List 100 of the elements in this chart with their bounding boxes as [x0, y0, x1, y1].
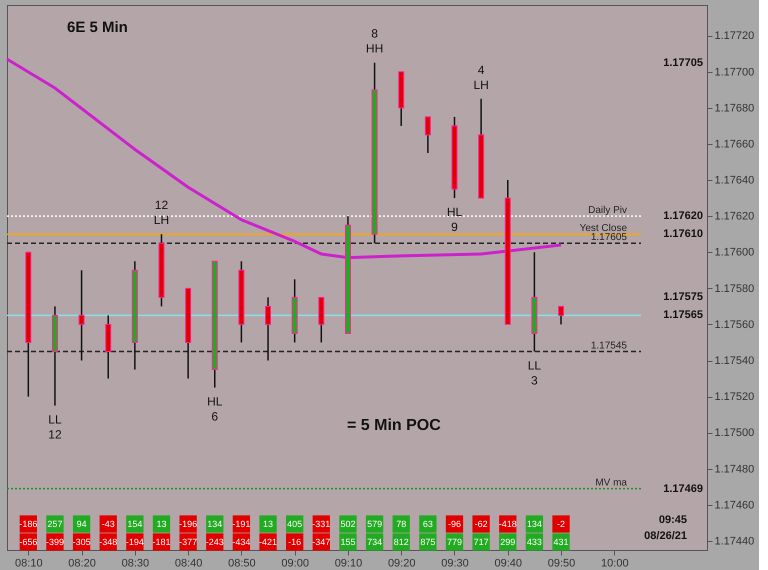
x-tick-label: 10:00: [601, 558, 629, 570]
y-tick-label: 1.17720: [714, 30, 754, 42]
annotation: 3: [531, 373, 538, 388]
annotation: 12: [48, 428, 62, 442]
annotation: -347: [312, 537, 330, 547]
annotation: 405: [287, 519, 302, 529]
annotation: -186: [19, 519, 38, 529]
x-tick-label: 09:10: [334, 558, 362, 570]
y-tick-label: 1.17460: [714, 499, 754, 512]
annotation: 875: [420, 537, 436, 547]
annotation: 12: [154, 198, 168, 212]
annotation: 734: [367, 537, 382, 547]
annotation: -181: [152, 537, 170, 547]
annotation: -348: [99, 537, 118, 547]
annotation: 812: [394, 537, 409, 547]
line-series: [6, 58, 563, 260]
annotation: 94: [76, 519, 87, 529]
annotation: 1.17610: [663, 228, 703, 240]
annotation: 09:45: [658, 514, 687, 526]
annotation: 9: [451, 220, 458, 234]
y-tick-label: 1.17500: [714, 427, 754, 440]
annotation: 1.17565: [663, 309, 703, 321]
annotation: -191: [232, 519, 250, 529]
annotation: -418: [498, 519, 517, 529]
annotation: -243: [206, 537, 224, 547]
y-tick-label: 1.17660: [714, 138, 754, 150]
annotation: LL: [48, 412, 62, 427]
annotation: 4: [478, 62, 485, 77]
candlestick: [78, 270, 85, 362]
annotation: -96: [448, 519, 461, 529]
annotation: 1.17469: [663, 483, 703, 495]
annotation: HL: [446, 205, 462, 220]
ref-line-label: MV ma: [595, 478, 628, 489]
x-tick-label: 09:20: [388, 558, 416, 570]
x-tick-label: 09:50: [548, 558, 576, 570]
x-tick-label: 09:30: [441, 558, 469, 570]
annotation: = 5 Min POC: [347, 417, 442, 434]
annotation: -62: [474, 519, 488, 529]
y-tick-label: 1.17620: [714, 210, 754, 223]
y-tick-label: 1.17680: [714, 102, 754, 114]
ref-line-label: 1.17545: [590, 340, 628, 352]
x-tick-label: 08:30: [122, 558, 150, 570]
annotation: LH: [473, 78, 489, 92]
y-tick-label: 1.17600: [714, 246, 754, 259]
annotation: -399: [46, 537, 64, 547]
annotation: LL: [528, 358, 542, 372]
annotation: -377: [179, 537, 198, 547]
annotation: 1.17575: [663, 291, 703, 303]
annotation: 779: [446, 537, 462, 547]
x-tick-label: 09:00: [281, 558, 309, 570]
annotation: -331: [312, 519, 330, 529]
ref-line-label: Yest Close: [580, 223, 628, 234]
annotation: 134: [526, 519, 542, 529]
annotation: 257: [47, 519, 62, 529]
annotation: -16: [288, 537, 302, 547]
x-tick-label: 08:10: [15, 558, 43, 570]
annotation: HL: [207, 394, 223, 409]
y-tick-label: 1.17520: [714, 391, 754, 404]
x-tick-label: 08:20: [68, 558, 96, 570]
annotation: 299: [500, 537, 516, 547]
y-tick-label: 1.17440: [714, 535, 754, 548]
x-tick-label: 08:50: [228, 558, 256, 570]
x-tick-label: 09:40: [494, 558, 522, 570]
text: 6E 5 Min: [67, 19, 128, 36]
annotation: -43: [102, 519, 115, 529]
annotation: 155: [340, 537, 356, 547]
y-tick-label: 1.17640: [714, 174, 754, 187]
annotation: -656: [19, 537, 38, 547]
annotation: 717: [474, 537, 489, 547]
annotation: 13: [263, 519, 274, 529]
annotation: 433: [526, 537, 542, 547]
annotation: 8: [371, 26, 378, 41]
annotation: 13: [156, 519, 166, 529]
y-tick-label: 1.17580: [714, 282, 754, 295]
annotation: -305: [72, 537, 91, 547]
candlestick: [424, 116, 431, 154]
annotation: -2: [557, 519, 566, 529]
x-tick-label: 08:40: [174, 558, 202, 570]
annotation: 154: [127, 519, 142, 529]
annotation: 431: [554, 537, 569, 547]
y-tick-label: 1.17480: [714, 463, 754, 476]
annotation: 134: [207, 519, 222, 529]
y-tick-label: 1.17560: [714, 318, 754, 331]
annotation: 08/26/21: [644, 530, 687, 542]
annotation: 579: [367, 519, 382, 529]
annotation: -421: [259, 537, 278, 547]
y-tick-label: 1.17700: [714, 66, 754, 78]
annotation: 78: [396, 519, 406, 529]
annotation: 1.17705: [663, 57, 703, 69]
ref-line-label: 1.17605: [590, 232, 628, 244]
annotation: LH: [154, 213, 170, 228]
annotation: 6: [211, 410, 218, 424]
candlestick: [558, 306, 564, 326]
candlestick: [265, 296, 272, 362]
annotation: 502: [340, 519, 356, 529]
annotation: HH: [366, 42, 384, 56]
annotation: 1.17620: [663, 210, 703, 222]
annotation: 63: [422, 519, 433, 529]
ref-line-label: Daily Piv: [588, 205, 627, 216]
y-tick-label: 1.17540: [714, 355, 754, 368]
